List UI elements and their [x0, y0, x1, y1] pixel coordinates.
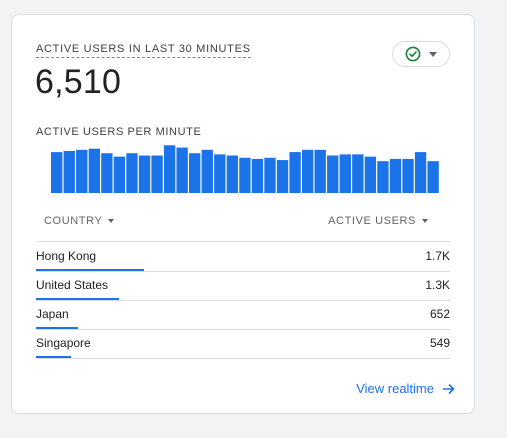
minute-bar[interactable]: [176, 147, 188, 193]
country-share-bar: [36, 298, 119, 300]
table-row[interactable]: Hong Kong 1.7K: [36, 242, 450, 272]
minute-bar[interactable]: [251, 158, 264, 193]
minute-bar[interactable]: [301, 149, 314, 193]
country-value: 1.3K: [425, 278, 450, 292]
minute-bar[interactable]: [264, 157, 276, 193]
caret-down-icon: [108, 219, 115, 223]
minute-bar[interactable]: [151, 155, 163, 194]
country-share-bar: [36, 269, 144, 271]
minute-bar[interactable]: [389, 158, 402, 193]
minute-bar[interactable]: [76, 149, 88, 193]
minute-bar[interactable]: [314, 149, 326, 193]
chart-subtitle: ACTIVE USERS PER MINUTE: [36, 126, 202, 138]
minute-bar[interactable]: [88, 148, 100, 193]
country-header-label: COUNTRY: [44, 215, 103, 227]
table-row[interactable]: Singapore 549: [36, 329, 450, 359]
card-title[interactable]: ACTIVE USERS IN LAST 30 MINUTES: [36, 43, 251, 58]
country-value: 1.7K: [425, 249, 450, 263]
minute-bar[interactable]: [427, 161, 439, 193]
caret-down-icon: [422, 219, 428, 223]
minute-bar[interactable]: [364, 156, 377, 193]
minute-bar[interactable]: [339, 154, 351, 193]
country-value: 549: [429, 336, 450, 350]
table-row[interactable]: United States 1.3K: [36, 271, 450, 301]
minute-bar[interactable]: [214, 154, 226, 193]
minute-bar[interactable]: [352, 154, 364, 193]
country-column-header[interactable]: COUNTRY: [44, 215, 115, 227]
minute-bar[interactable]: [377, 161, 389, 193]
minute-bar[interactable]: [239, 157, 251, 193]
arrow-right-icon: [442, 382, 456, 396]
minute-bar[interactable]: [113, 156, 126, 193]
minute-bar[interactable]: [402, 158, 414, 193]
per-minute-bar-chart: [51, 143, 440, 193]
minute-bar[interactable]: [126, 153, 138, 193]
minute-bar[interactable]: [101, 153, 113, 193]
minute-bar[interactable]: [51, 152, 63, 193]
country-value: 652: [429, 307, 450, 321]
active-users-header-label: ACTIVE USERS: [328, 215, 416, 227]
country-name: Singapore: [36, 336, 91, 350]
minute-bar[interactable]: [276, 160, 289, 193]
minute-bar[interactable]: [138, 155, 151, 194]
active-users-total: 6,510: [35, 63, 122, 101]
per-minute-bar-chart-svg: [51, 145, 439, 194]
minute-bar[interactable]: [163, 145, 176, 193]
country-name: Japan: [36, 307, 69, 321]
table-header: COUNTRY ACTIVE USERS: [36, 211, 450, 242]
minute-bar[interactable]: [327, 155, 339, 194]
minute-bar[interactable]: [226, 155, 239, 194]
minute-bar[interactable]: [201, 149, 213, 193]
chevron-down-icon: [429, 51, 437, 57]
minute-bar[interactable]: [63, 150, 75, 193]
view-realtime-label: View realtime: [356, 381, 434, 396]
view-realtime-link[interactable]: View realtime: [356, 381, 456, 396]
country-share-bar: [36, 327, 78, 329]
realtime-card: ACTIVE USERS IN LAST 30 MINUTES 6,510 AC…: [11, 14, 475, 414]
minute-bar[interactable]: [289, 152, 301, 193]
check-circle-icon: [405, 46, 421, 62]
status-dropdown-button[interactable]: [392, 41, 450, 67]
minute-bar[interactable]: [189, 153, 201, 193]
table-row[interactable]: Japan 652: [36, 300, 450, 330]
country-name: Hong Kong: [36, 249, 97, 263]
minute-bar[interactable]: [414, 152, 427, 193]
country-name: United States: [36, 278, 109, 292]
country-share-bar: [36, 356, 71, 358]
active-users-column-header[interactable]: ACTIVE USERS: [328, 215, 428, 227]
